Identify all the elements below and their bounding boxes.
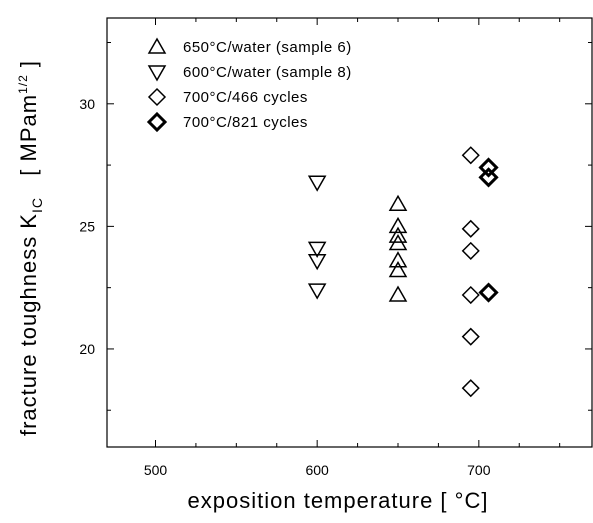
x-tick-label: 700 <box>467 462 491 478</box>
plot-frame <box>106 17 593 448</box>
data-point-series-2 <box>307 175 327 192</box>
data-point-series-1 <box>388 226 408 243</box>
data-point-series-2 <box>307 241 327 258</box>
y-axis-title: fracture toughness KIC [ MPam1/2 ] <box>16 60 45 436</box>
y-axis-title-sub: IC <box>29 197 45 213</box>
legend-marker-3 <box>147 87 167 107</box>
x-tick-label: 500 <box>144 462 168 478</box>
data-point-series-4 <box>478 157 499 178</box>
y-axis-title-unit-close: ] <box>16 60 41 74</box>
data-point-series-3 <box>461 379 480 398</box>
data-point-series-2 <box>307 283 327 300</box>
data-point-series-1 <box>388 251 408 268</box>
data-point-series-3 <box>461 146 480 165</box>
data-point-series-4 <box>478 167 499 188</box>
data-point-series-1 <box>388 194 408 212</box>
legend-label-2: 600°C/water (sample 8) <box>183 64 352 81</box>
data-point-series-3 <box>461 285 480 305</box>
legend-label-1: 650°C/water (sample 6) <box>183 39 352 56</box>
x-tick-label: 600 <box>305 462 329 478</box>
data-point-series-1 <box>388 234 408 251</box>
axis-ticks <box>107 18 592 447</box>
data-point-series-1 <box>388 216 408 234</box>
legend-label-4: 700°C/821 cycles <box>183 114 308 131</box>
y-tick-label: 30 <box>79 96 95 112</box>
x-axis-title: exposition temperature [ °C] <box>188 488 489 513</box>
y-axis-title-unit: [ MPam <box>16 94 41 176</box>
legend-label-3: 700°C/466 cycles <box>183 89 308 106</box>
legend: 650°C/water (sample 6) 600°C/water (sampl… <box>146 37 352 133</box>
legend-marker-1 <box>147 37 167 54</box>
data-point-series-1 <box>388 260 408 278</box>
data-point-series-4 <box>478 282 499 303</box>
y-axis-title-unit-sup: 1/2 <box>16 74 30 94</box>
data-marks <box>307 146 499 398</box>
data-point-series-2 <box>307 253 327 271</box>
tick-labels: 500 600 700 20 25 30 <box>79 96 490 478</box>
legend-marker-2 <box>147 65 167 82</box>
y-tick-label: 25 <box>79 218 95 234</box>
data-point-series-3 <box>461 327 480 346</box>
y-axis-title-main: fracture toughness K <box>16 213 41 436</box>
legend-marker-4 <box>146 111 168 133</box>
y-tick-label: 20 <box>79 341 95 357</box>
y-axis-title-spacer <box>16 176 41 197</box>
data-point-series-1 <box>388 285 408 302</box>
data-point-series-3 <box>461 219 480 238</box>
data-point-series-3 <box>461 241 480 260</box>
